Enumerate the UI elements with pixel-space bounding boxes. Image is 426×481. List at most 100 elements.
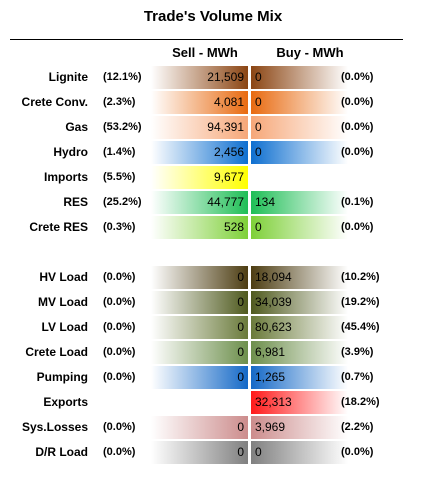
sell-percent: (0.0%): [103, 321, 136, 333]
buy-value: 32,313: [255, 395, 292, 409]
sell-percent: (5.5%): [103, 171, 136, 183]
buy-value: 1,265: [255, 370, 286, 384]
buy-percent: (0.0%): [341, 146, 374, 158]
row-label: Crete Conv.: [21, 95, 88, 109]
table-row: Gas (53.2%) 94,391 0 (0.0%): [0, 115, 426, 140]
sell-value-cell: 0: [151, 266, 248, 289]
sell-value: 0: [237, 370, 244, 384]
row-label: Lignite: [48, 70, 88, 84]
buy-percent: (2.2%): [341, 421, 374, 433]
buy-percent: (0.0%): [341, 121, 374, 133]
sell-percent: (1.4%): [103, 146, 136, 158]
sell-value-cell: 0: [151, 366, 248, 389]
sell-percent: (2.3%): [103, 96, 136, 108]
row-label: LV Load: [41, 320, 88, 334]
buy-percent: (10.2%): [341, 271, 380, 283]
buy-value-cell: 0: [251, 116, 348, 139]
buy-value-cell: 6,981: [251, 341, 348, 364]
buy-percent: (0.0%): [341, 221, 374, 233]
buy-value-cell: 34,039: [251, 291, 348, 314]
sell-percent: (25.2%): [103, 196, 142, 208]
sell-value: 2,456: [213, 145, 244, 159]
row-label: RES: [63, 195, 88, 209]
sell-value: 0: [237, 320, 244, 334]
buy-value-cell: 0: [251, 216, 348, 239]
sell-value: 44,777: [207, 195, 244, 209]
table-row: Crete RES (0.3%) 528 0 (0.0%): [0, 215, 426, 240]
sell-value-cell: 0: [151, 291, 248, 314]
buy-value-cell: 3,969: [251, 416, 348, 439]
table-row: RES (25.2%) 44,777 134 (0.1%): [0, 190, 426, 215]
sell-value-cell: 9,677: [151, 166, 248, 189]
buy-value-cell: 0: [251, 66, 348, 89]
header-divider: [10, 39, 403, 40]
buy-percent: (0.1%): [341, 196, 374, 208]
buy-percent: (0.0%): [341, 446, 374, 458]
buy-value: 18,094: [255, 270, 292, 284]
buy-value-cell: 134: [251, 191, 348, 214]
buy-value: 0: [255, 445, 262, 459]
sell-percent: (0.0%): [103, 296, 136, 308]
sell-column-header: Sell - MWh: [172, 45, 238, 60]
table-row: LV Load (0.0%) 0 80,623 (45.4%): [0, 315, 426, 340]
buy-value-cell: 1,265: [251, 366, 348, 389]
sell-value: 0: [237, 295, 244, 309]
buy-value-cell: 32,313: [251, 391, 348, 414]
sell-percent: (0.0%): [103, 446, 136, 458]
sell-value: 0: [237, 270, 244, 284]
sell-value: 528: [223, 220, 244, 234]
row-label: HV Load: [39, 270, 88, 284]
buy-percent: (0.0%): [341, 96, 374, 108]
buy-value: 6,981: [255, 345, 286, 359]
buy-percent: (0.0%): [341, 71, 374, 83]
table-row: Imports (5.5%) 9,677: [0, 165, 426, 190]
row-label: D/R Load: [35, 445, 88, 459]
buy-value-cell: 0: [251, 141, 348, 164]
table-row: Pumping (0.0%) 0 1,265 (0.7%): [0, 365, 426, 390]
sell-value-cell: [151, 391, 248, 414]
sell-value-cell: 0: [151, 441, 248, 464]
buy-value: 0: [255, 70, 262, 84]
sell-percent: (0.0%): [103, 371, 136, 383]
buy-value: [251, 170, 259, 184]
buy-value-cell: [251, 166, 348, 189]
row-label: Exports: [43, 395, 88, 409]
buy-percent: (3.9%): [341, 346, 374, 358]
table-row: MV Load (0.0%) 0 34,039 (19.2%): [0, 290, 426, 315]
sell-value: 0: [237, 345, 244, 359]
buy-percent: (0.7%): [341, 371, 374, 383]
sell-value-cell: 528: [151, 216, 248, 239]
table-row: Lignite (12.1%) 21,509 0 (0.0%): [0, 65, 426, 90]
sell-value-cell: 2,456: [151, 141, 248, 164]
table-row: D/R Load (0.0%) 0 0 (0.0%): [0, 440, 426, 465]
buy-value: 34,039: [255, 295, 292, 309]
buy-percent: (45.4%): [341, 321, 380, 333]
buy-percent: (18.2%): [341, 396, 380, 408]
row-label: Hydro: [53, 145, 88, 159]
buy-value-cell: 0: [251, 441, 348, 464]
sell-value-cell: 44,777: [151, 191, 248, 214]
row-label: Crete RES: [29, 220, 88, 234]
table-row: HV Load (0.0%) 0 18,094 (10.2%): [0, 265, 426, 290]
sell-percent: (0.3%): [103, 221, 136, 233]
sell-value-cell: 4,081: [151, 91, 248, 114]
table-row: Crete Conv. (2.3%) 4,081 0 (0.0%): [0, 90, 426, 115]
sell-value: 4,081: [213, 95, 244, 109]
table-row: Exports 32,313 (18.2%): [0, 390, 426, 415]
buy-value-cell: 80,623: [251, 316, 348, 339]
buy-value: 0: [255, 145, 262, 159]
buy-value: 134: [255, 195, 276, 209]
sell-percent: (0.0%): [103, 271, 136, 283]
buy-value: 0: [255, 95, 262, 109]
row-label: Pumping: [36, 370, 88, 384]
sell-percent: (0.0%): [103, 421, 136, 433]
buy-percent: (19.2%): [341, 296, 380, 308]
sell-value: 0: [237, 420, 244, 434]
row-label: Sys.Losses: [21, 420, 88, 434]
sell-value: 94,391: [207, 120, 244, 134]
sell-percent: (0.0%): [103, 346, 136, 358]
buy-value: 0: [255, 220, 262, 234]
table-row: Hydro (1.4%) 2,456 0 (0.0%): [0, 140, 426, 165]
row-label: Imports: [43, 170, 88, 184]
row-label: MV Load: [38, 295, 88, 309]
